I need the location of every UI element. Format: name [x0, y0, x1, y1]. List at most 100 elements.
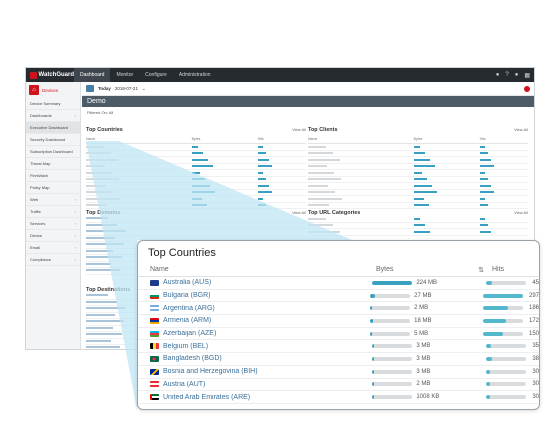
country-name-link[interactable]: Belgium (BEL) — [163, 342, 209, 350]
nav-tab-dashboard[interactable]: Dashboard — [74, 68, 111, 82]
mini-bar — [308, 204, 329, 207]
mini-bar — [191, 145, 198, 148]
bell-icon[interactable]: ● — [495, 71, 500, 78]
sidebar-item[interactable]: Dashboards › — [26, 110, 80, 122]
country-row[interactable]: Azerbaijan (AZE) 5 MB 150 — [138, 328, 539, 341]
sidebar-item-label: Web — [30, 197, 39, 202]
mini-bar — [191, 165, 213, 168]
mini-row[interactable] — [86, 203, 306, 209]
country-name-link[interactable]: Azerbaijan (AZE) — [163, 330, 217, 338]
hits-bar-track — [486, 280, 527, 285]
mini-bar — [257, 171, 263, 174]
sidebar-home[interactable]: ⌂ Devices — [26, 82, 80, 98]
country-row[interactable]: Australia (AUS) 224 MB 45 — [138, 277, 539, 290]
country-name-link[interactable]: Argentina (ARG) — [163, 304, 215, 312]
hits-value: 35 — [532, 343, 539, 350]
country-row[interactable]: Argentina (ARG) 2 MB 186 — [138, 302, 539, 316]
mini-row-name — [308, 158, 414, 162]
bytes-value: 3 MB — [416, 355, 431, 362]
hits-cell: 30 — [486, 381, 539, 387]
mini-bytes — [413, 158, 480, 162]
mini-bytes — [191, 151, 258, 155]
country-row[interactable]: Bosnia and Herzegovina (BIH) 3 MB 30 — [138, 366, 539, 379]
column-hits[interactable]: Hits — [492, 266, 505, 273]
country-row[interactable]: Bangladesh (BGD) 3 MB 38 — [138, 353, 539, 366]
sidebar-item[interactable]: Device Summary — [26, 98, 80, 110]
country-row[interactable]: Armenia (ARM) 18 MB 172 — [138, 315, 539, 328]
bytes-bar-track — [370, 318, 411, 323]
chevron-right-icon: › — [74, 221, 76, 226]
card-title: Top Countries — [148, 247, 216, 259]
help-icon[interactable]: ? — [505, 71, 509, 78]
country-name-link[interactable]: Bangladesh (BGD) — [163, 355, 222, 363]
sidebar-item[interactable]: Policy Map — [26, 182, 80, 194]
country-row[interactable]: Belgium (BEL) 3 MB 35 — [138, 340, 539, 354]
country-row[interactable]: Austria (AUT) 2 MB 30 — [138, 379, 539, 392]
mini-bar — [86, 339, 111, 342]
mini-bar — [413, 230, 430, 233]
column-hits-wrap: Hits — [492, 266, 539, 273]
mini-bytes — [413, 164, 480, 168]
sidebar: ⌂ Devices Device Summary Dashboards › Execu… — [26, 82, 81, 349]
hits-bar-fill — [486, 356, 492, 361]
mini-bytes — [191, 171, 258, 175]
flag-aus-icon — [150, 279, 159, 286]
mini-row[interactable] — [308, 229, 528, 236]
sidebar-item[interactable]: Compliance › — [26, 254, 80, 266]
bytes-value: 5 MB — [414, 330, 429, 337]
country-name-link[interactable]: Bosnia and Herzegovina (BIH) — [163, 368, 258, 376]
column-bytes-wrap: Bytes ⇅ — [376, 266, 492, 274]
view-all-link[interactable]: View All — [514, 210, 528, 215]
sidebar-item[interactable]: Executive Dashboard — [26, 122, 80, 134]
country-row[interactable]: United Arab Emirates (ARE) 1008 KB 30 — [138, 391, 539, 404]
grid-icon[interactable]: ▦ — [524, 72, 530, 79]
bytes-bar-fill — [372, 369, 374, 374]
view-all-link[interactable]: View All — [514, 127, 528, 132]
nav-tab-monitor[interactable]: Monitor — [116, 72, 134, 78]
mini-row-name — [308, 177, 414, 181]
mini-row[interactable] — [308, 203, 528, 209]
country-name-link[interactable]: United Arab Emirates (ARE) — [163, 393, 251, 401]
view-all-link[interactable]: View All — [292, 210, 306, 215]
sidebar-item[interactable]: Subscription Dashboard — [26, 146, 80, 158]
mini-hits — [479, 217, 528, 221]
mini-bar — [479, 217, 485, 220]
column-bytes[interactable]: Bytes — [376, 265, 394, 273]
hits-bar-track — [482, 331, 523, 336]
country-name-link[interactable]: Austria (AUT) — [163, 380, 206, 388]
flag-arm-icon — [150, 317, 159, 324]
date-value[interactable]: 2018-07-21 — [114, 86, 138, 91]
country-name-link[interactable]: Armenia (ARM) — [163, 317, 212, 325]
date-toolbar: Today 2018-07-21 ⌄ — [82, 82, 534, 96]
column-name[interactable]: Name — [150, 266, 169, 273]
sidebar-item[interactable]: Threat Map — [26, 158, 80, 170]
sidebar-item[interactable]: Email › — [26, 242, 80, 254]
sort-icon[interactable]: ⇅ — [478, 266, 484, 274]
user-icon[interactable]: ● — [514, 71, 519, 78]
nav-tab-configure[interactable]: Configure — [145, 72, 167, 78]
calendar-icon[interactable] — [86, 85, 94, 92]
mini-bar — [308, 145, 326, 148]
hits-bar-track — [482, 318, 523, 323]
view-all-link[interactable]: View All — [292, 127, 306, 132]
sidebar-item[interactable]: FireWatch — [26, 170, 80, 182]
mini-hits — [479, 158, 528, 162]
mini-hits — [257, 151, 306, 155]
sidebar-item[interactable]: Services › — [26, 218, 80, 230]
sidebar-item[interactable]: Traffic › — [26, 206, 80, 218]
country-name-link[interactable]: Australia (AUS) — [163, 279, 212, 287]
mini-bar — [86, 326, 113, 329]
sidebar-item[interactable]: Security Dashboard — [26, 134, 80, 146]
country-row[interactable]: Bulgaria (BGR) 27 MB 297 — [138, 290, 539, 303]
chevron-down-icon[interactable]: ⌄ — [141, 85, 146, 91]
sidebar-item[interactable]: Device › — [26, 230, 80, 242]
mini-bar — [479, 204, 488, 207]
hits-bar-track — [486, 382, 527, 387]
mini-bar — [479, 230, 491, 233]
mini-bar — [257, 152, 266, 155]
country-name-link[interactable]: Bulgaria (BGR) — [163, 292, 211, 300]
mini-hits — [257, 184, 306, 188]
sidebar-item[interactable]: Web › — [26, 194, 80, 206]
nav-tab-administration[interactable]: Administration — [178, 72, 211, 78]
mini-bar — [257, 158, 269, 161]
